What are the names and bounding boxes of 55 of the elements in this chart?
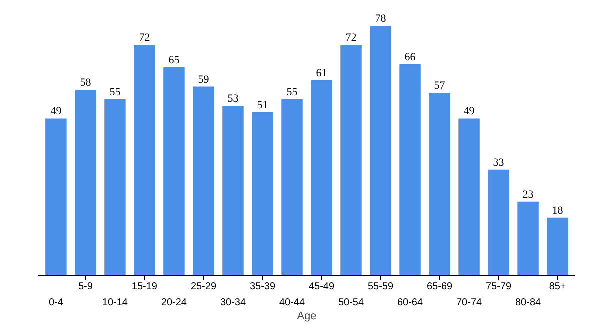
x-tick-label: 45-49: [308, 282, 335, 292]
x-tick-label: 20-24: [161, 298, 188, 308]
data-label: 23: [522, 188, 534, 201]
data-label: 78: [375, 12, 387, 25]
data-label: 49: [50, 106, 62, 118]
data-label: 65: [168, 54, 180, 67]
bar: [429, 93, 450, 276]
x-tick-label: 35-39: [250, 282, 276, 292]
x-tick-label: 50-54: [338, 298, 364, 308]
x-axis-title: Age: [297, 310, 317, 322]
x-tick-label: 10-14: [102, 298, 128, 308]
bar: [311, 80, 332, 276]
data-label: 49: [464, 106, 476, 118]
data-label: 72: [139, 32, 150, 44]
bar: [488, 170, 510, 276]
bar: [547, 218, 568, 276]
x-tick-label: 30-34: [220, 298, 246, 308]
data-label: 55: [286, 86, 298, 99]
x-tick-label: 80-84: [516, 298, 542, 308]
x-tick-label: 65-69: [426, 282, 453, 292]
bar: [222, 106, 244, 276]
data-label: 72: [346, 32, 357, 44]
bar: [518, 202, 539, 276]
x-tick-label: 75-79: [486, 282, 512, 292]
bar: [340, 45, 362, 276]
bar: [46, 118, 67, 276]
data-label: 53: [228, 92, 240, 105]
bar: [400, 64, 421, 276]
x-tick-label: 85+: [549, 282, 566, 292]
bar: [164, 68, 185, 276]
x-tick-label: 55-59: [368, 282, 394, 292]
x-tick-label: 40-44: [279, 298, 306, 308]
bar: [458, 118, 480, 276]
bar: [252, 112, 274, 276]
data-label: 61: [316, 67, 328, 80]
bar: [134, 45, 156, 276]
bar: [104, 100, 126, 276]
x-tick-label: 25-29: [190, 282, 217, 292]
data-label: 33: [493, 156, 505, 169]
bar: [282, 100, 303, 276]
data-label: 57: [434, 80, 446, 92]
data-label: 55: [110, 86, 122, 99]
data-label: 66: [404, 51, 416, 64]
x-tick-label: 60-64: [397, 298, 424, 308]
bar: [75, 90, 96, 276]
data-label: 51: [257, 99, 268, 112]
x-tick-label: 5-9: [78, 282, 94, 292]
x-tick-label: 15-19: [132, 282, 158, 292]
data-label: 18: [552, 204, 564, 217]
bar: [370, 26, 392, 276]
data-label: 59: [198, 74, 210, 86]
x-tick-label: 0-4: [48, 298, 64, 308]
x-tick-label: 70-74: [456, 298, 483, 308]
bar: [193, 86, 214, 276]
data-label: 58: [80, 76, 92, 89]
